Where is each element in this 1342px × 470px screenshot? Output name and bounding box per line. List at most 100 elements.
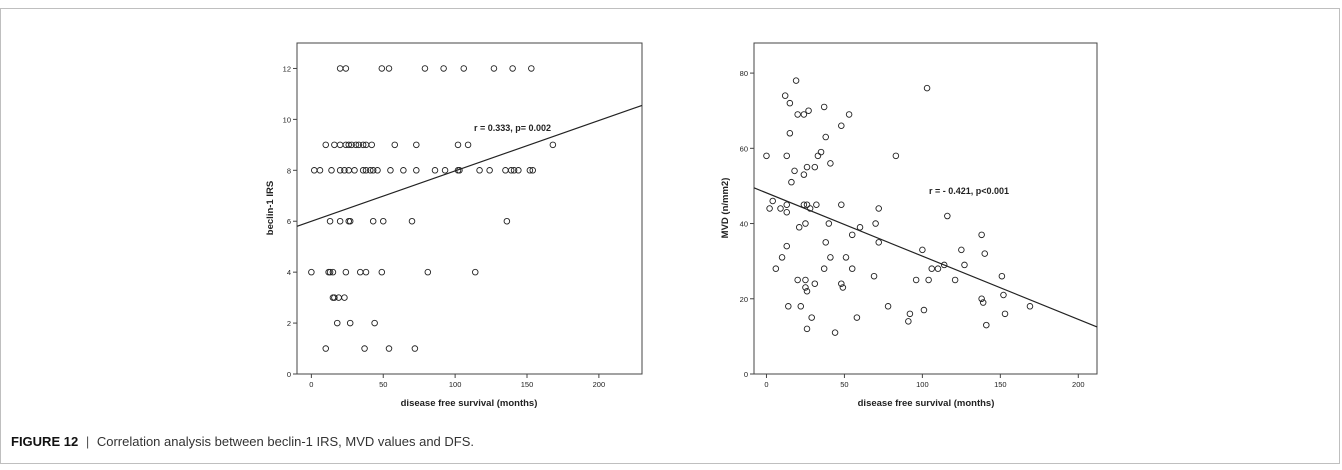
data-point-beclin1: [413, 167, 420, 174]
caption-text: Correlation analysis between beclin-1 IR…: [96, 434, 474, 449]
points-beclin1: [308, 65, 557, 352]
data-point-mvd: [944, 212, 951, 220]
data-point-beclin1: [341, 294, 348, 301]
data-point-mvd: [934, 265, 942, 272]
data-point-beclin1: [367, 167, 374, 174]
data-point-mvd: [979, 299, 987, 306]
data-point-mvd: [800, 111, 808, 118]
data-point-beclin1: [454, 141, 462, 149]
data-point-beclin1: [362, 167, 370, 174]
data-point-mvd: [802, 220, 809, 227]
data-point-mvd: [800, 171, 808, 178]
data-point-beclin1: [352, 141, 360, 149]
data-point-mvd: [923, 84, 931, 92]
data-point-mvd: [872, 220, 879, 227]
data-point-mvd: [831, 329, 839, 336]
figure-caption: FIGURE 12 | Correlation analysis between…: [11, 434, 474, 449]
data-point-beclin1: [322, 345, 330, 352]
data-point-mvd: [920, 306, 928, 314]
data-point-mvd: [983, 321, 990, 329]
data-point-beclin1: [346, 319, 354, 327]
data-point-beclin1: [336, 167, 344, 174]
data-point-beclin1: [385, 65, 393, 72]
data-point-mvd: [848, 265, 856, 272]
data-point-mvd: [839, 284, 847, 291]
x-axis-label-beclin1: disease free survival (months): [401, 398, 538, 409]
data-point-beclin1: [345, 141, 353, 149]
x-axis-label-mvd: disease free survival (months): [858, 398, 995, 409]
data-point-mvd: [856, 224, 864, 231]
data-point-mvd: [875, 205, 882, 212]
y-tick-label: 6: [287, 217, 291, 226]
data-point-beclin1: [361, 345, 368, 352]
chart-mvd: 0 20 40 60 80 0 50 100 150 200 r = - 0.421, p<0.…: [720, 42, 1098, 409]
data-point-mvd: [905, 318, 912, 325]
data-point-mvd: [792, 77, 800, 84]
data-point-beclin1: [342, 268, 350, 276]
data-point-mvd: [838, 201, 845, 208]
x-tick-label: 50: [379, 380, 387, 389]
data-point-mvd: [884, 303, 892, 310]
data-point-mvd: [1026, 303, 1034, 310]
data-point-beclin1: [378, 65, 386, 72]
data-point-beclin1: [331, 294, 338, 301]
data-point-mvd: [800, 201, 808, 208]
data-point-mvd: [766, 205, 773, 212]
data-point-mvd: [827, 254, 834, 261]
y-ticks-mvd: 0 20 40 60 80: [740, 69, 754, 379]
y-tick-label: 40: [740, 220, 748, 229]
data-point-beclin1: [336, 217, 344, 225]
plot-area-beclin1: [296, 42, 643, 375]
data-point-beclin1: [387, 167, 394, 174]
figure-label: FIGURE 12: [11, 434, 79, 449]
x-tick-label: 200: [1072, 380, 1085, 389]
x-ticks-mvd: 0 50 100 150 200: [764, 374, 1085, 389]
data-point-beclin1: [334, 319, 341, 327]
data-point-mvd: [763, 152, 770, 160]
data-point-mvd: [808, 314, 815, 321]
data-point-beclin1: [348, 141, 355, 149]
y-tick-label: 12: [283, 64, 291, 73]
data-point-mvd: [811, 163, 819, 171]
data-point-beclin1: [400, 167, 407, 174]
chart-beclin1: 0 2 4 6 8 10 12 0 50 100 150 200 r = 0.333, p= 0.0…: [265, 42, 643, 409]
data-point-mvd: [783, 201, 790, 208]
data-point-mvd: [781, 92, 789, 99]
data-point-mvd: [822, 133, 829, 141]
data-point-beclin1: [385, 345, 393, 352]
data-point-mvd: [820, 103, 828, 111]
data-point-mvd: [875, 239, 882, 246]
data-point-mvd: [978, 231, 985, 239]
data-point-beclin1: [355, 141, 363, 149]
y-tick-label: 0: [744, 370, 748, 379]
data-point-beclin1: [328, 167, 335, 174]
data-point-beclin1: [368, 141, 376, 149]
data-point-beclin1: [369, 217, 377, 225]
figure-frame: [0, 8, 1340, 464]
data-point-beclin1: [391, 141, 399, 149]
data-point-beclin1: [346, 217, 354, 225]
data-point-mvd: [791, 167, 798, 175]
x-tick-label: 0: [764, 380, 768, 389]
data-point-mvd: [797, 303, 805, 310]
data-point-mvd: [814, 152, 822, 160]
data-point-mvd: [795, 224, 803, 231]
data-point-mvd: [838, 122, 845, 129]
data-point-beclin1: [472, 268, 479, 276]
data-point-mvd: [825, 220, 833, 227]
data-point-mvd: [838, 280, 845, 287]
data-point-mvd: [1001, 310, 1009, 318]
data-point-beclin1: [326, 217, 334, 225]
data-point-beclin1: [507, 167, 515, 174]
data-point-beclin1: [526, 167, 534, 174]
data-point-beclin1: [509, 65, 516, 72]
annotation-beclin1: r = 0.333, p= 0.002: [474, 123, 551, 133]
data-point-beclin1: [440, 65, 447, 72]
data-point-mvd: [892, 152, 900, 160]
data-point-mvd: [803, 288, 811, 295]
data-point-beclin1: [374, 167, 381, 174]
data-point-beclin1: [329, 268, 337, 276]
data-point-beclin1: [378, 268, 386, 276]
data-point-beclin1: [326, 268, 334, 276]
